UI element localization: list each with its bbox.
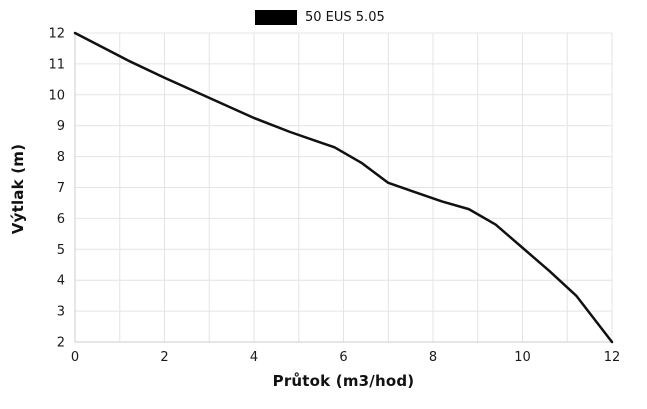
x-tick-label: 12 xyxy=(604,350,621,365)
y-tick-label: 5 xyxy=(57,243,65,258)
x-tick-label: 2 xyxy=(160,350,168,365)
x-tick-label: 0 xyxy=(71,350,79,365)
y-tick-label: 7 xyxy=(57,181,65,196)
x-axis-title: Průtok (m3/hod) xyxy=(272,372,415,390)
x-tick-label: 8 xyxy=(429,350,437,365)
legend-swatch xyxy=(255,9,297,25)
y-tick-label: 2 xyxy=(57,336,65,351)
series-line xyxy=(73,31,614,344)
y-tick-label: 11 xyxy=(48,57,65,72)
x-tick-label: 4 xyxy=(250,350,258,365)
y-tick-label: 9 xyxy=(57,119,65,134)
y-tick-label: 6 xyxy=(57,212,65,227)
y-tick-label: 10 xyxy=(48,88,65,103)
y-tick-label: 4 xyxy=(57,274,65,289)
legend-label: 50 EUS 5.05 xyxy=(305,9,385,25)
legend: 50 EUS 5.05 xyxy=(255,8,385,26)
y-tick-label: 3 xyxy=(57,305,65,320)
y-tick-label: 12 xyxy=(48,27,65,42)
y-tick-label: 8 xyxy=(57,150,65,165)
y-axis-title: Výtlak (m) xyxy=(9,143,27,235)
x-tick-label: 6 xyxy=(339,350,347,365)
x-tick-label: 10 xyxy=(514,350,531,365)
